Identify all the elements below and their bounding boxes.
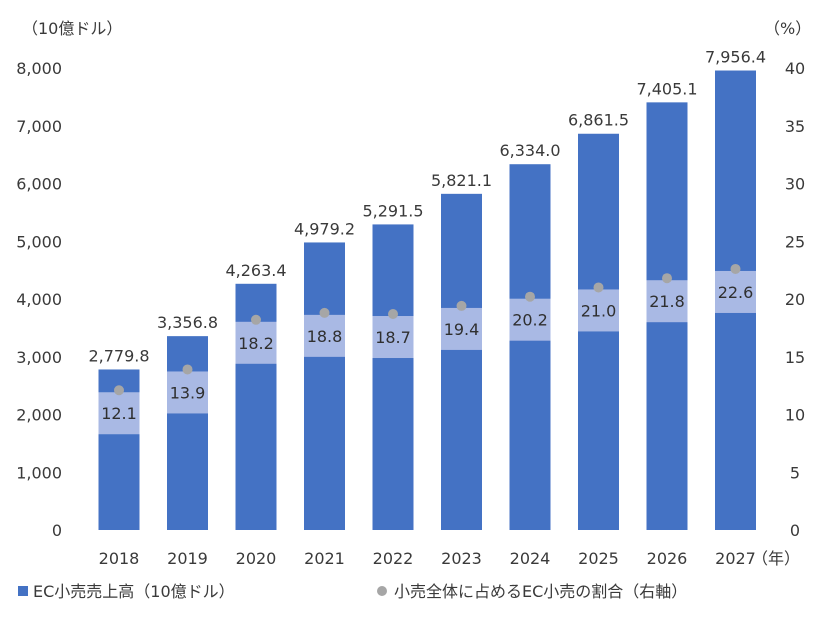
share-marker [182, 364, 193, 375]
share-value-label: 18.2 [238, 334, 274, 353]
left-tick-label: 7,000 [16, 117, 62, 136]
share-label-band [235, 321, 277, 364]
bar [578, 133, 619, 531]
right-axis-ticks: 0 5 10 15 20 25 30 35 40 [785, 59, 805, 540]
left-axis-unit: （10億ドル） [22, 19, 122, 38]
share-marker [251, 314, 261, 325]
legend: EC小売売上高（10億ドル） 小売全体に占めるEC小売の割合（右軸） [18, 582, 687, 601]
x-tick-label: 2019 [167, 549, 208, 568]
x-tick-label: 2024 [510, 549, 551, 568]
right-tick-label: 0 [790, 521, 800, 540]
x-tick-label: 2018 [99, 549, 140, 568]
share-label-band [441, 307, 482, 350]
share-label-band [578, 289, 619, 332]
left-axis-ticks: 0 1,000 2,000 3,000 4,000 5,000 6,000 7,000 8,00… [16, 59, 62, 540]
right-tick-label: 40 [785, 59, 805, 78]
share-marker [319, 307, 330, 318]
bar-value-label: 4,979.2 [294, 219, 355, 238]
bar-value-label: 4,263.4 [225, 261, 286, 280]
left-tick-label: 1,000 [16, 463, 62, 482]
share-label-band [98, 392, 140, 435]
bar-value-label: 6,861.5 [568, 111, 629, 130]
legend-bar-label: EC小売売上高（10億ドル） [33, 582, 235, 601]
share-label-band [715, 270, 756, 313]
share-marker [730, 263, 741, 274]
share-marker [525, 291, 535, 302]
right-tick-label: 5 [790, 463, 800, 482]
share-label-band [372, 316, 414, 359]
left-tick-label: 2,000 [16, 406, 62, 425]
share-value-label: 22.6 [718, 283, 754, 302]
share-value-label: 18.8 [307, 327, 343, 346]
x-tick-label: 2027 [715, 549, 756, 568]
left-tick-label: 6,000 [16, 175, 62, 194]
share-label-band [304, 314, 345, 357]
x-tick-label: 2022 [373, 549, 414, 568]
bar-value-labels: 2,779.8 3,356.8 4,263.4 4,979.2 5,291.5 5,821… [88, 48, 766, 366]
legend-share-label: 小売全体に占めるEC小売の割合（右軸） [394, 582, 687, 601]
bar-value-label: 7,956.4 [705, 48, 766, 67]
share-value-label: 13.9 [170, 383, 206, 402]
right-tick-label: 20 [785, 290, 805, 309]
legend-marker-swatch [377, 586, 387, 596]
share-value-label: 19.4 [444, 320, 480, 339]
bar-value-label: 3,356.8 [157, 313, 218, 332]
share-value-label: 21.8 [649, 292, 685, 311]
bar [441, 193, 482, 530]
x-tick-label: 2021 [304, 549, 345, 568]
share-label-band [646, 280, 688, 323]
x-tick-label: 2020 [236, 549, 277, 568]
share-marker [456, 300, 467, 311]
bar-value-label: 7,405.1 [636, 79, 697, 98]
bar [372, 224, 414, 530]
bar-value-label: 2,779.8 [88, 346, 149, 365]
share-markers: 12.1 13.9 18.2 18.8 18.7 19.4 20.2 21.0 21.8 22.6 [98, 263, 756, 435]
x-tick-label: 2023 [441, 549, 482, 568]
right-tick-label: 10 [785, 406, 805, 425]
left-tick-label: 4,000 [16, 290, 62, 309]
share-label-band [167, 371, 208, 414]
right-tick-label: 15 [785, 348, 805, 367]
bar [509, 164, 551, 531]
right-tick-label: 30 [785, 175, 805, 194]
x-tick-label: 2026 [647, 549, 688, 568]
left-tick-label: 5,000 [16, 232, 62, 251]
bar-value-label: 5,291.5 [362, 201, 423, 220]
x-axis-unit: （年） [752, 549, 800, 568]
share-label-band [509, 298, 551, 341]
right-axis-unit: （%） [764, 19, 811, 38]
bar-value-label: 5,821.1 [431, 171, 492, 190]
share-marker [593, 282, 604, 293]
left-tick-label: 3,000 [16, 348, 62, 367]
x-tick-label: 2025 [578, 549, 619, 568]
share-value-label: 20.2 [512, 311, 548, 330]
x-axis-ticks: 2018 2019 2020 2021 2022 2023 2024 2025 2026 2027 [99, 549, 756, 568]
share-marker [662, 273, 672, 284]
right-tick-label: 25 [785, 232, 805, 251]
share-marker [114, 385, 124, 396]
right-tick-label: 35 [785, 117, 805, 136]
left-tick-label: 8,000 [16, 59, 62, 78]
bar-value-label: 6,334.0 [499, 141, 560, 160]
share-value-label: 18.7 [375, 328, 411, 347]
share-value-label: 21.0 [581, 301, 617, 320]
left-tick-label: 0 [52, 521, 62, 540]
legend-bar-swatch [18, 586, 28, 596]
bar [304, 242, 345, 530]
share-value-label: 12.1 [101, 404, 137, 423]
share-marker [388, 309, 398, 320]
